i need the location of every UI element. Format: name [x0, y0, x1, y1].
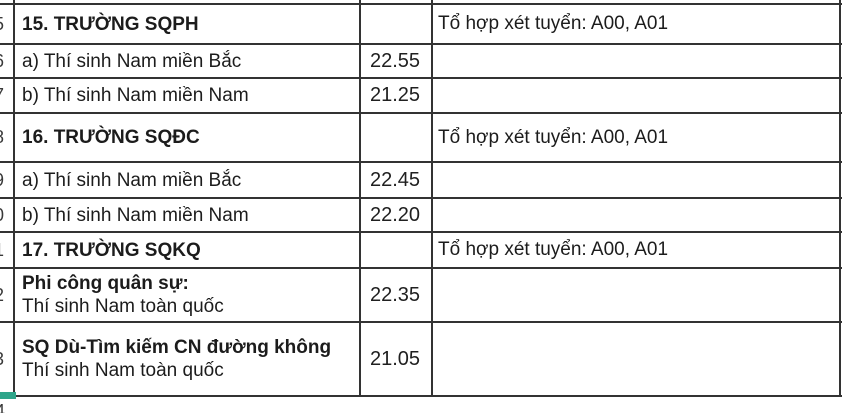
cell-combination[interactable] — [431, 269, 842, 321]
cell-score-text: 22.45 — [369, 168, 421, 191]
cell-name-text: Phi công quân sự: — [22, 273, 189, 294]
cell-name[interactable]: a) Thí sinh Nam miền Bắc — [13, 45, 359, 77]
cell-name-text: 15. TRƯỜNG SQPH — [22, 13, 199, 35]
row-number-label: 6 — [0, 51, 4, 72]
row-number[interactable]: 0 — [0, 199, 13, 231]
cell-combination[interactable] — [431, 79, 842, 112]
table-row: 5 15. TRƯỜNG SQPH Tổ hợp xét tuyển: A00,… — [0, 5, 842, 45]
cell-name[interactable]: b) Thí sinh Nam miền Nam — [13, 79, 359, 112]
table-row: 9 a) Thí sinh Nam miền Bắc 22.45 — [0, 163, 842, 199]
cell-combination[interactable] — [431, 199, 842, 231]
column-divider-score-combination — [431, 0, 433, 397]
row-number-label: 3 — [0, 349, 4, 370]
cell-name[interactable]: b) Thí sinh Nam miền Nam — [13, 199, 359, 231]
cell-name-lines: Phi công quân sự: Thí sinh Nam toàn quốc — [22, 272, 224, 318]
cell-name[interactable]: SQ Dù-Tìm kiếm CN đường không Thí sinh N… — [13, 323, 359, 395]
row-number[interactable]: 7 — [0, 79, 13, 112]
cell-name[interactable]: 17. TRƯỜNG SQKQ — [13, 233, 359, 267]
row-number[interactable]: 8 — [0, 114, 13, 161]
cell-combination[interactable] — [431, 45, 842, 77]
cell-combination[interactable]: Tổ hợp xét tuyển: A00, A01 — [431, 233, 842, 267]
table-row: 6 a) Thí sinh Nam miền Bắc 22.55 — [0, 45, 842, 79]
cell-combination-text: Tổ hợp xét tuyển: A00, A01 — [438, 13, 669, 34]
cell-score[interactable] — [359, 5, 431, 43]
row-number[interactable]: 2 — [0, 269, 13, 321]
cell-score-text: 21.05 — [369, 347, 421, 370]
column-divider-name-score — [359, 0, 361, 397]
score-table: 5 15. TRƯỜNG SQPH Tổ hợp xét tuyển: A00,… — [0, 3, 842, 397]
table-row: 0 b) Thí sinh Nam miền Nam 22.20 — [0, 199, 842, 233]
row-number-label: 9 — [0, 170, 4, 191]
cell-score-text: 22.20 — [369, 203, 421, 226]
cell-name-subtext: Thí sinh Nam toàn quốc — [22, 296, 224, 317]
cell-score[interactable]: 22.55 — [359, 45, 431, 77]
row-number-label: 7 — [0, 85, 4, 106]
row-number-label: 8 — [0, 127, 4, 148]
cell-combination-text: Tổ hợp xét tuyển: A00, A01 — [438, 126, 669, 148]
cell-score[interactable]: 22.20 — [359, 199, 431, 231]
table-row: 3 SQ Dù-Tìm kiếm CN đường không Thí sinh… — [0, 323, 842, 397]
selection-handle[interactable] — [0, 392, 16, 399]
cell-combination[interactable]: Tổ hợp xét tuyển: A00, A01 — [431, 114, 842, 161]
cell-combination[interactable] — [431, 163, 842, 197]
row-number[interactable]: 5 — [0, 5, 13, 43]
row-number[interactable]: 1 — [0, 233, 13, 267]
cell-name[interactable]: 15. TRƯỜNG SQPH — [13, 5, 359, 43]
cell-combination[interactable]: Tổ hợp xét tuyển: A00, A01 — [431, 5, 842, 43]
row-number[interactable]: 9 — [0, 163, 13, 197]
cell-name-subtext: Thí sinh Nam toàn quốc — [22, 360, 224, 381]
row-gutter-divider — [13, 0, 15, 397]
row-number[interactable]: 3 — [0, 323, 13, 395]
cell-score[interactable]: 21.05 — [359, 323, 431, 395]
table-row: 2 Phi công quân sự: Thí sinh Nam toàn qu… — [0, 269, 842, 323]
table-row: 7 b) Thí sinh Nam miền Nam 21.25 — [0, 79, 842, 114]
table-row: 8 16. TRƯỜNG SQĐC Tổ hợp xét tuyển: A00,… — [0, 114, 842, 163]
row-number-label: 2 — [0, 285, 4, 306]
row-number-label: 5 — [0, 14, 4, 35]
cell-score-text: 21.25 — [369, 84, 421, 106]
cell-name-text: a) Thí sinh Nam miền Bắc — [22, 50, 242, 72]
cell-score[interactable]: 22.35 — [359, 269, 431, 321]
cell-name-text: 17. TRƯỜNG SQKQ — [22, 239, 201, 261]
row-number-label: 1 — [0, 240, 4, 261]
table-row: 1 17. TRƯỜNG SQKQ Tổ hợp xét tuyển: A00,… — [0, 233, 842, 269]
row-number-label: 0 — [0, 205, 4, 226]
row-number[interactable]: 6 — [0, 45, 13, 77]
cell-name[interactable]: a) Thí sinh Nam miền Bắc — [13, 163, 359, 197]
cell-name-text: b) Thí sinh Nam miền Nam — [22, 204, 249, 226]
cell-score[interactable] — [359, 114, 431, 161]
cell-name[interactable]: 16. TRƯỜNG SQĐC — [13, 114, 359, 161]
cell-combination-text: Tổ hợp xét tuyển: A00, A01 — [438, 239, 669, 260]
cell-name-text: 16. TRƯỜNG SQĐC — [22, 127, 200, 148]
cell-score-text: 22.55 — [369, 49, 421, 72]
table-right-border — [839, 0, 841, 397]
cell-name[interactable]: Phi công quân sự: Thí sinh Nam toàn quốc — [13, 269, 359, 321]
cell-score[interactable] — [359, 233, 431, 267]
row-number-partial: 4 — [0, 401, 6, 413]
cell-name-lines: SQ Dù-Tìm kiếm CN đường không Thí sinh N… — [22, 336, 331, 382]
cell-name-text: b) Thí sinh Nam miền Nam — [22, 85, 249, 106]
cell-score[interactable]: 21.25 — [359, 79, 431, 112]
cell-name-text: SQ Dù-Tìm kiếm CN đường không — [22, 337, 332, 358]
cell-score[interactable]: 22.45 — [359, 163, 431, 197]
cell-name-text: a) Thí sinh Nam miền Bắc — [22, 169, 242, 191]
cell-combination[interactable] — [431, 323, 842, 395]
cell-score-text: 22.35 — [369, 283, 421, 306]
